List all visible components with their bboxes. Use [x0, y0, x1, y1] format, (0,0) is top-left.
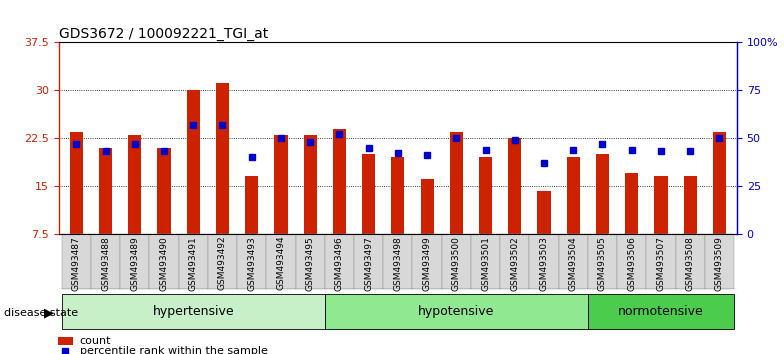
Bar — [713, 132, 726, 234]
Bar — [508, 138, 521, 234]
Text: disease state: disease state — [4, 308, 78, 318]
Bar — [676, 234, 705, 289]
Text: count: count — [80, 336, 111, 346]
Text: GSM493507: GSM493507 — [656, 236, 666, 291]
Text: percentile rank within the sample: percentile rank within the sample — [80, 346, 267, 354]
Bar — [567, 157, 580, 234]
Text: GSM493488: GSM493488 — [101, 236, 110, 291]
Bar — [325, 234, 354, 289]
Text: GSM493489: GSM493489 — [130, 236, 140, 291]
Text: GSM493491: GSM493491 — [189, 236, 198, 291]
Text: GSM493496: GSM493496 — [335, 236, 344, 291]
Bar — [216, 82, 229, 234]
Bar — [333, 129, 346, 234]
Text: GSM493501: GSM493501 — [481, 236, 490, 291]
Bar — [158, 148, 171, 234]
Text: GSM493504: GSM493504 — [568, 236, 578, 291]
Bar — [684, 176, 697, 234]
Text: GSM493492: GSM493492 — [218, 236, 227, 291]
Text: GSM493503: GSM493503 — [539, 236, 549, 291]
Text: GSM493490: GSM493490 — [159, 236, 169, 291]
Bar — [70, 132, 83, 234]
Text: GSM493497: GSM493497 — [364, 236, 373, 291]
Bar — [500, 234, 529, 289]
Text: GSM493498: GSM493498 — [394, 236, 402, 291]
Bar — [62, 234, 91, 289]
FancyBboxPatch shape — [325, 294, 588, 329]
Text: GSM493508: GSM493508 — [686, 236, 695, 291]
Bar — [237, 234, 267, 289]
FancyBboxPatch shape — [588, 294, 734, 329]
Bar — [655, 176, 667, 234]
Bar — [354, 234, 383, 289]
Text: GSM493500: GSM493500 — [452, 236, 461, 291]
Bar — [208, 234, 237, 289]
Bar — [391, 157, 405, 234]
Text: GDS3672 / 100092221_TGI_at: GDS3672 / 100092221_TGI_at — [59, 28, 268, 41]
Text: GSM493494: GSM493494 — [277, 236, 285, 291]
FancyBboxPatch shape — [62, 294, 325, 329]
Text: GSM493493: GSM493493 — [247, 236, 256, 291]
Bar — [471, 234, 500, 289]
Bar — [479, 157, 492, 234]
Text: GSM493502: GSM493502 — [510, 236, 519, 291]
Text: hypotensive: hypotensive — [418, 305, 495, 318]
Bar — [538, 191, 550, 234]
Bar — [362, 154, 376, 234]
Bar — [420, 179, 434, 234]
Bar — [617, 234, 646, 289]
Bar — [150, 234, 179, 289]
Text: GSM493495: GSM493495 — [306, 236, 314, 291]
Text: GSM493499: GSM493499 — [423, 236, 432, 291]
Bar — [383, 234, 412, 289]
Bar — [646, 234, 676, 289]
Bar — [274, 135, 288, 234]
Bar — [705, 234, 734, 289]
Bar — [99, 148, 112, 234]
Bar — [91, 234, 120, 289]
Bar — [559, 234, 588, 289]
Bar — [625, 173, 638, 234]
Bar — [120, 234, 150, 289]
Bar — [296, 234, 325, 289]
Text: ▶: ▶ — [44, 307, 53, 320]
Text: GSM493487: GSM493487 — [72, 236, 81, 291]
Text: normotensive: normotensive — [618, 305, 704, 318]
Bar — [529, 234, 559, 289]
Bar — [245, 176, 258, 234]
Text: hypertensive: hypertensive — [152, 305, 234, 318]
Bar — [129, 135, 141, 234]
Text: GSM493505: GSM493505 — [598, 236, 607, 291]
Bar — [450, 132, 463, 234]
Bar — [267, 234, 296, 289]
Bar — [596, 154, 609, 234]
Text: GSM493506: GSM493506 — [627, 236, 637, 291]
Bar — [179, 234, 208, 289]
Bar — [187, 90, 200, 234]
Bar — [303, 135, 317, 234]
Bar — [412, 234, 441, 289]
Bar — [441, 234, 471, 289]
Text: GSM493509: GSM493509 — [715, 236, 724, 291]
Bar — [58, 337, 73, 346]
Bar — [588, 234, 617, 289]
